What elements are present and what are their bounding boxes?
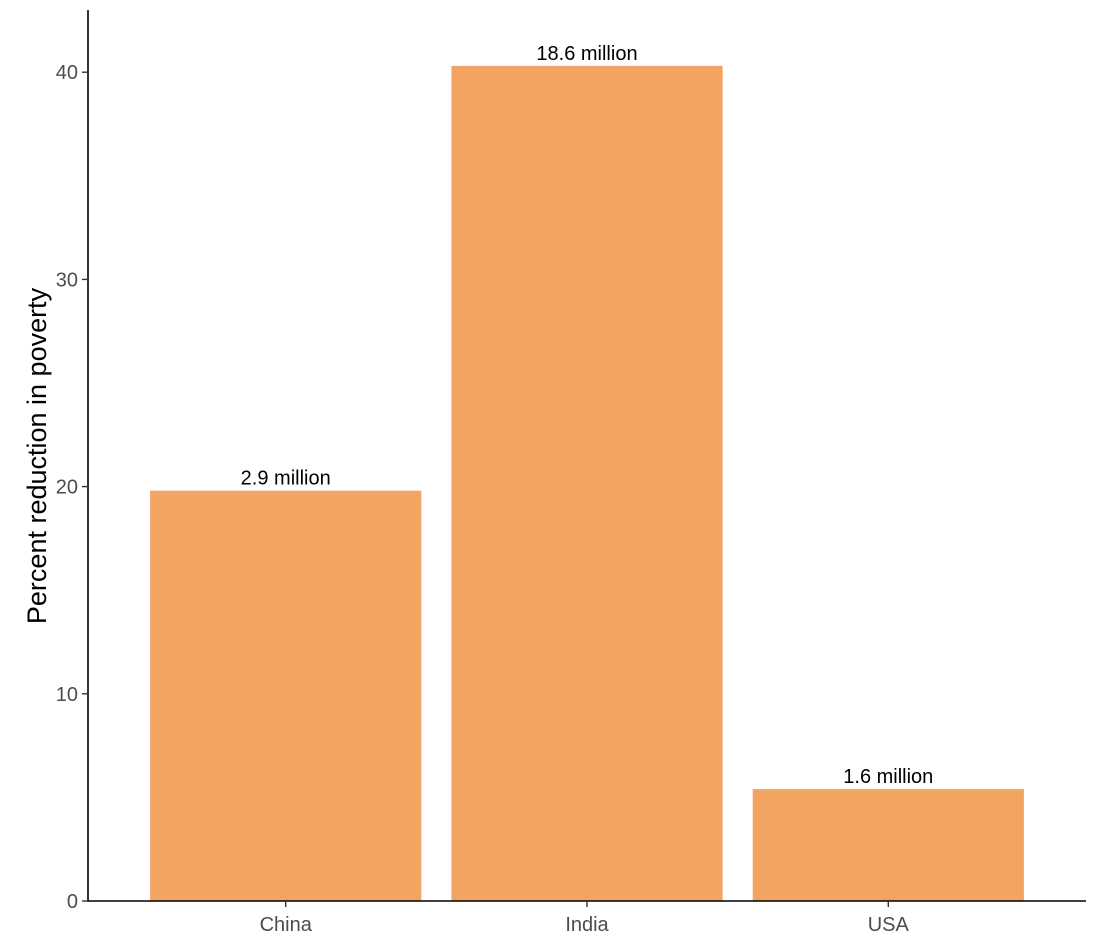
y-axis-title: Percent reduction in poverty (22, 287, 52, 624)
x-tick-label-china: China (260, 914, 313, 936)
y-tick-label-10: 10 (56, 684, 78, 706)
bar-india (451, 65, 723, 901)
y-tick-label-20: 20 (56, 477, 78, 499)
y-axis-ticks: 0 10 20 30 40 (56, 62, 88, 913)
y-tick-label-30: 30 (56, 269, 78, 291)
data-label-china: 2.9 million (241, 468, 331, 490)
x-tick-label-india: India (565, 914, 609, 936)
bars-layer (150, 65, 1024, 901)
y-tick-label-40: 40 (56, 62, 78, 84)
x-tick-label-usa: USA (868, 914, 910, 936)
data-label-usa: 1.6 million (843, 766, 933, 788)
bar-usa (752, 789, 1024, 901)
data-label-india: 18.6 million (536, 43, 637, 65)
x-axis-ticks: China India USA (260, 901, 910, 936)
y-tick-label-0: 0 (67, 891, 78, 913)
bar-china (150, 490, 422, 901)
data-labels-layer: 2.9 million 18.6 million 1.6 million (241, 43, 934, 788)
